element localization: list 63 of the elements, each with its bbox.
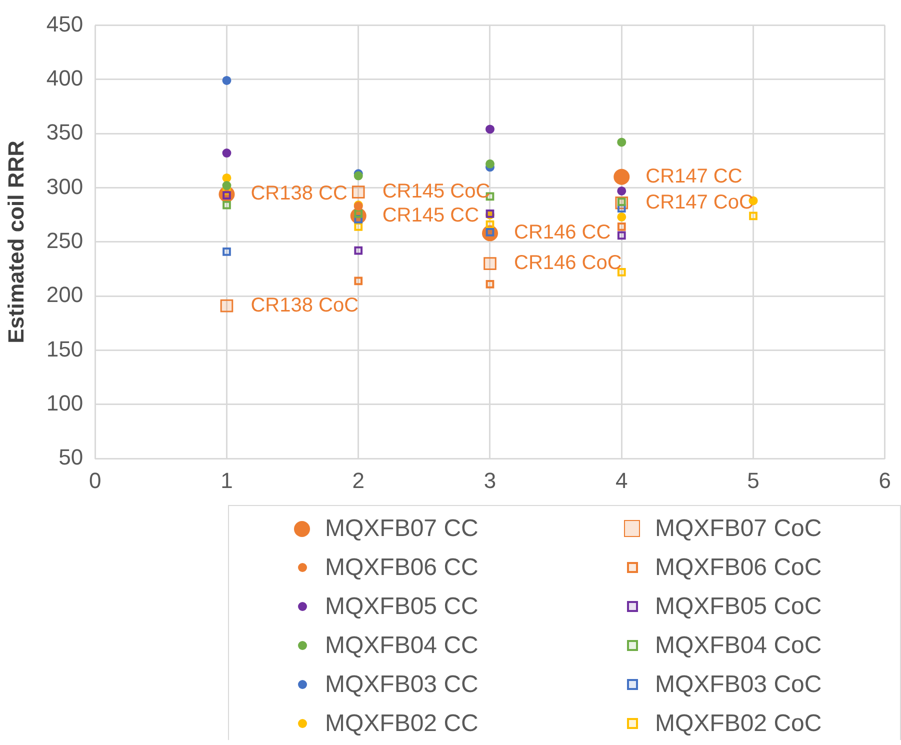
x-tick-label: 1 xyxy=(220,468,233,493)
point xyxy=(617,222,626,231)
annotation: CR138 CC xyxy=(250,182,348,205)
legend-label: MQXFB06 CC xyxy=(325,554,478,582)
point xyxy=(350,208,366,224)
point xyxy=(222,76,232,85)
point xyxy=(486,280,494,288)
point xyxy=(354,276,363,286)
x-tick-label: 5 xyxy=(747,468,760,493)
y-tick-label: 100 xyxy=(46,390,84,416)
y-tick-label: 300 xyxy=(46,174,84,199)
point xyxy=(222,148,232,158)
y-axis-title: Estimated coil RRR xyxy=(3,140,28,344)
legend-label: MQXFB04 CC xyxy=(325,632,478,660)
y-tick-label: 450 xyxy=(46,11,84,36)
annotation: CR145 CC xyxy=(382,204,480,226)
y-tick-label: 400 xyxy=(46,65,84,90)
point xyxy=(484,257,496,270)
legend-label: MQXFB03 CC xyxy=(325,670,478,698)
x-tick-label: 0 xyxy=(88,468,102,493)
point xyxy=(354,246,363,255)
legend-label: MQXFB03 CoC xyxy=(655,670,822,698)
point xyxy=(222,247,231,256)
x-tick-label: 3 xyxy=(484,468,496,493)
legend-label: MQXFB02 CoC xyxy=(655,710,822,738)
annotation: CR147 CC xyxy=(646,165,742,188)
x-tick-label: 6 xyxy=(878,468,892,493)
legend-label: MQXFB07 CoC xyxy=(655,514,822,542)
y-tick-label: 350 xyxy=(46,120,84,145)
point xyxy=(617,231,626,240)
annotation: CR146 CC xyxy=(514,222,611,244)
point xyxy=(486,220,494,229)
legend-label: MQXFB05 CoC xyxy=(655,592,822,620)
point xyxy=(352,186,365,198)
point xyxy=(617,212,626,222)
x-tick-label: 2 xyxy=(352,468,364,493)
point xyxy=(614,168,630,185)
legend-label: MQXFB04 CoC xyxy=(655,632,822,660)
annotation: CR147 CoC xyxy=(646,191,754,214)
point xyxy=(220,299,234,312)
point xyxy=(482,225,498,242)
point xyxy=(617,268,626,276)
point xyxy=(617,186,626,196)
annotation: CR146 CoC xyxy=(514,252,622,274)
legend-label: MQXFB06 CoC xyxy=(655,554,822,582)
point xyxy=(749,212,758,220)
y-tick-label: 50 xyxy=(58,444,84,470)
x-tick-label: 4 xyxy=(616,468,628,493)
annotation: CR138 CoC xyxy=(250,294,359,316)
y-tick-label: 150 xyxy=(46,336,84,362)
y-tick-label: 250 xyxy=(46,228,84,253)
annotation: CR145 CoC xyxy=(382,180,490,203)
point xyxy=(222,173,232,182)
legend-label: MQXFB05 CC xyxy=(325,592,478,620)
point xyxy=(485,124,494,134)
point xyxy=(354,222,363,231)
point xyxy=(222,200,231,210)
point xyxy=(222,181,232,190)
legend-label: MQXFB02 CC xyxy=(325,710,478,738)
legend-label: MQXFB07 CC xyxy=(325,514,478,542)
point xyxy=(617,138,626,147)
y-tick-label: 200 xyxy=(46,282,84,308)
point xyxy=(485,159,494,168)
